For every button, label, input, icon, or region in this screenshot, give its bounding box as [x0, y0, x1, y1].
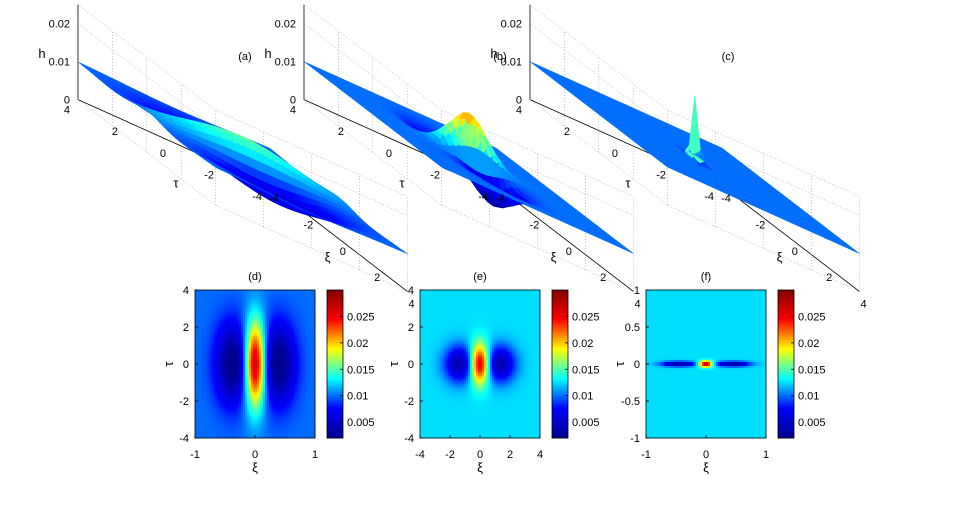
xi-tick-label: 0	[340, 246, 346, 258]
xi-axis-label: ξ	[325, 250, 331, 265]
panel-title-c: (c)	[722, 51, 735, 63]
tau-tick-label: -4	[704, 191, 714, 203]
top-grid-line	[77, 4, 408, 197]
surface-a	[77, 61, 408, 255]
xi-tick-label: -2	[530, 219, 540, 231]
tau-tick-label: 4	[290, 105, 296, 117]
tau-axis-label: τ	[173, 176, 179, 191]
xi-tick-label: -4	[721, 193, 731, 205]
h-grid-line	[77, 23, 408, 216]
h-tick-label: 0.01	[275, 57, 296, 69]
h-tick-label: 0.02	[49, 19, 70, 31]
h-tick-label: 0.02	[501, 19, 522, 31]
xi-tick-label: -4	[269, 193, 279, 205]
h-tick-label: 0.02	[275, 19, 296, 31]
tau-tick-label: 4	[516, 105, 522, 117]
h-axis-label: h	[490, 46, 497, 61]
heatmap-d	[195, 290, 316, 439]
xi-tick-label: 4	[635, 299, 641, 311]
tau-tick-label: 0	[612, 148, 618, 160]
h-axis-label: h	[38, 46, 45, 61]
h-tick-label: 0.01	[501, 57, 522, 69]
h-axis-label: h	[264, 46, 271, 61]
xi-axis-label: ξ	[551, 250, 557, 265]
h-tick-label: 0.01	[49, 57, 70, 69]
tau-tick-label: 0	[386, 148, 392, 160]
xi-axis-label: ξ	[777, 250, 783, 265]
tau-tick-label: 2	[338, 126, 344, 138]
xi-tick-label: 4	[861, 299, 867, 311]
tau-axis-label: τ	[625, 176, 631, 191]
xi-tick-label: 2	[600, 272, 606, 284]
xi-tick-label: 0	[792, 246, 798, 258]
surface-patch	[397, 248, 408, 255]
tau-tick-label: -4	[478, 191, 488, 203]
tau-tick-label: -2	[430, 169, 440, 181]
xi-tick-label: 0	[566, 246, 572, 258]
xi-tick-label: -2	[304, 219, 314, 231]
xi-tick-label: -2	[756, 219, 766, 231]
tau-tick-label: -2	[656, 169, 666, 181]
panel-title-a: (a)	[238, 51, 251, 63]
surface-patch	[623, 247, 634, 254]
tau-tick-label: 2	[112, 126, 118, 138]
tau-tick-label: -4	[252, 191, 262, 203]
tau-tick-label: -2	[204, 169, 214, 181]
tau-tick-label: 4	[64, 105, 70, 117]
tau-tick-label: 2	[564, 126, 570, 138]
h-grid-line	[77, 99, 408, 292]
xi-tick-label: 2	[374, 272, 380, 284]
tau-axis-label: τ	[399, 176, 405, 191]
tau-tick-label: 0	[160, 148, 166, 160]
xi-tick-label: 4	[409, 299, 415, 311]
surface-patch	[849, 247, 860, 254]
xi-tick-label: -4	[495, 193, 505, 205]
xi-tick-label: 2	[826, 272, 832, 284]
